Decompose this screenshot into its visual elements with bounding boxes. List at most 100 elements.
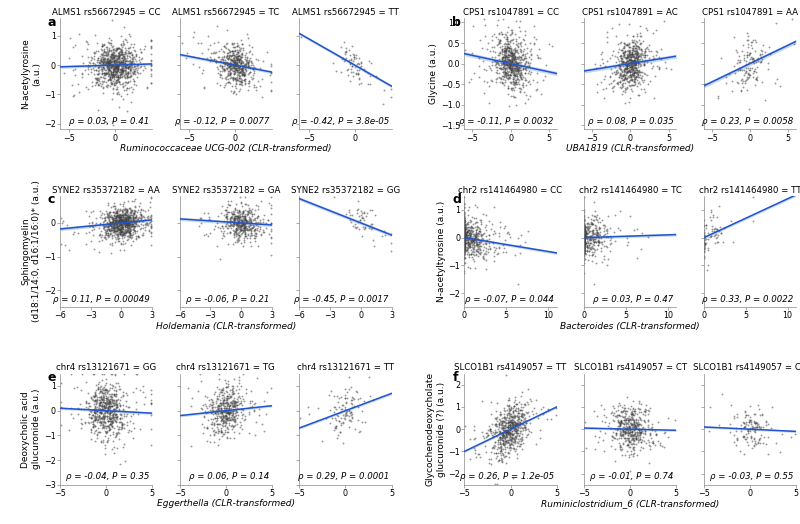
Point [631,54,644,63]
Point [102,59,115,67]
Point [474,225,486,233]
Point [498,73,510,82]
Point [578,237,590,245]
Point [111,73,124,82]
Point [502,74,514,83]
Point [506,52,518,60]
Point [482,245,494,254]
Point [115,216,128,225]
Point [98,444,111,452]
Point [232,213,245,222]
Point [87,64,100,72]
Point [614,417,627,425]
Point [500,48,513,56]
Point [507,53,520,61]
Point [106,50,119,58]
Point [578,236,590,244]
Point [217,418,230,427]
Point [96,54,109,63]
Point [222,405,234,413]
Point [201,408,214,417]
Point [75,423,88,432]
Point [120,411,133,420]
Point [122,222,135,231]
Point [118,51,130,60]
Point [252,212,265,220]
Point [591,412,604,421]
Point [98,386,111,394]
Point [630,419,643,427]
Point [579,226,592,235]
Point [96,42,109,50]
Point [118,218,130,226]
Point [594,78,607,86]
Point [458,224,471,232]
Point [490,479,503,488]
Point [225,212,238,221]
Point [86,391,99,400]
Point [123,204,136,213]
Point [620,75,633,83]
Point [265,250,278,259]
Point [102,58,114,67]
Point [646,63,658,72]
Point [118,66,131,74]
Point [486,443,499,451]
Point [93,74,106,83]
Point [91,46,104,54]
Point [630,435,642,443]
Point [205,401,218,409]
Point [630,424,642,432]
Point [477,253,490,261]
Point [120,107,133,115]
Point [226,421,238,430]
Point [368,242,381,250]
Point [111,61,124,70]
Point [110,209,122,217]
Point [218,407,231,416]
Point [709,231,722,239]
Point [102,399,114,407]
Point [234,60,246,69]
Point [623,97,636,106]
Point [106,61,119,70]
Point [117,392,130,400]
Point [119,63,132,71]
Point [510,422,523,431]
Point [93,411,106,420]
Point [105,390,118,398]
Point [507,418,520,426]
Point [85,237,98,245]
Point [216,229,229,237]
Point [264,219,277,227]
Point [502,63,515,72]
Point [746,38,758,46]
Point [496,431,509,439]
Point [120,60,133,69]
Point [498,417,511,425]
Point [458,223,471,231]
Point [91,63,104,72]
Point [634,428,647,436]
Point [244,228,257,237]
Point [504,418,517,426]
Point [518,423,531,432]
Point [498,67,510,75]
Point [119,210,132,218]
Point [630,37,642,46]
Point [658,17,670,25]
Point [499,222,512,230]
Point [114,218,126,226]
Point [478,239,491,248]
Point [494,428,506,436]
Point [363,373,376,381]
Point [122,219,134,227]
Point [488,247,501,256]
Point [458,220,471,228]
Point [622,56,635,64]
Point [111,379,124,388]
Point [91,54,104,62]
Point [500,412,513,421]
Point [239,226,252,234]
Point [458,225,471,233]
